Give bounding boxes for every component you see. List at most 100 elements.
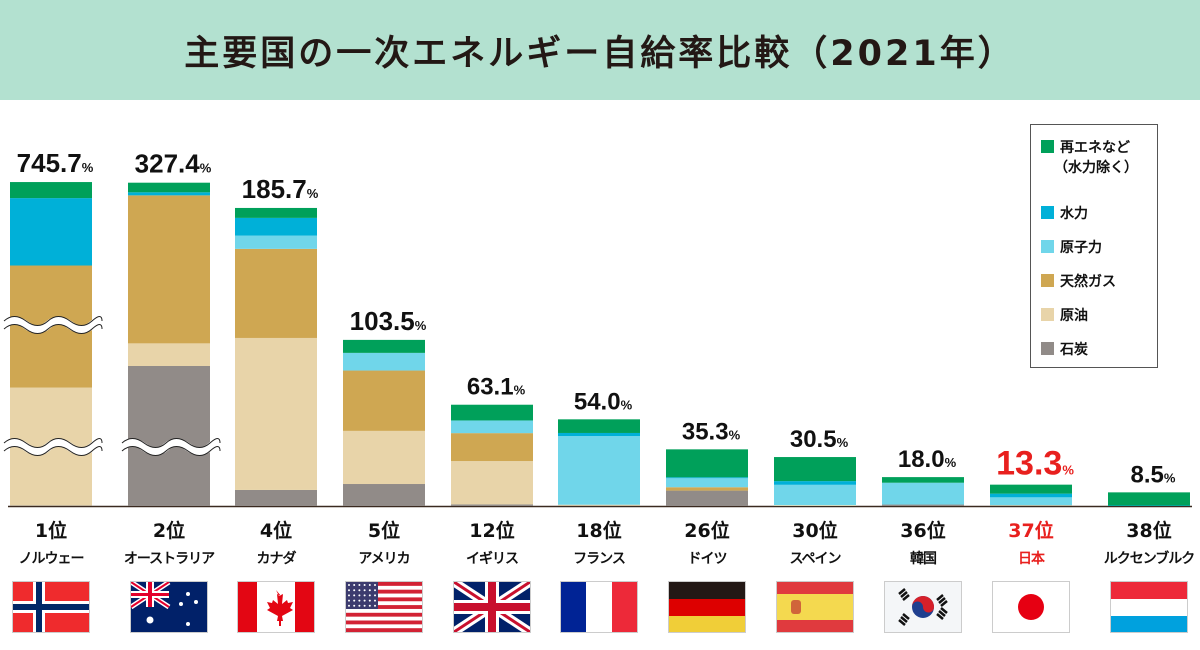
bar-segment-oil: [451, 461, 533, 505]
axis-break-line: [3, 324, 103, 334]
flag-korea-icon: [885, 582, 961, 632]
value-number: 63.1: [467, 374, 514, 401]
bar-segment-renewables: [882, 477, 964, 483]
bar-segment-renewables: [774, 457, 856, 482]
rank-label: 26位: [684, 520, 730, 542]
flag-luxembourg-icon: [1111, 582, 1187, 632]
legend-label-text: 石炭: [1060, 342, 1088, 358]
value-unit: %: [415, 318, 427, 333]
bar-segment-hydro: [990, 493, 1072, 498]
bar-segment-oil: [343, 430, 425, 485]
country-name: アメリカ: [358, 551, 410, 567]
value-label: 30.5%: [790, 426, 849, 453]
value-number: 185.7: [242, 174, 307, 204]
bar-segment-nuclear: [343, 352, 425, 371]
value-number: 13.3: [996, 445, 1062, 483]
bar-segment-coal: [451, 504, 533, 506]
legend-swatch: [1041, 240, 1054, 253]
country-name: オーストラリア: [123, 551, 215, 567]
axis-break-mark: [1, 316, 106, 334]
bar-segment-renewables: [990, 484, 1072, 494]
bar-segment-gas: [235, 248, 317, 338]
country-name: ドイツ: [687, 551, 728, 567]
bar-segment-nuclear: [451, 420, 533, 434]
country-name: 韓国: [910, 551, 937, 567]
axis-break-mark: [119, 438, 224, 456]
flag-spain-icon: [777, 582, 853, 632]
flag-germany-icon: [669, 582, 745, 632]
flag-usa-icon: [346, 582, 422, 632]
legend-label: 天然ガス: [1060, 271, 1116, 291]
bar-segment-hydro: [235, 217, 317, 236]
country-name: ノルウェー: [18, 551, 85, 567]
value-unit: %: [1164, 470, 1176, 485]
rank-label: 2位: [152, 520, 186, 542]
bar-segment-gas: [128, 195, 210, 344]
bar-segment-hydro: [666, 477, 748, 479]
legend-swatch: [1041, 342, 1054, 355]
bar-segment-hydro: [774, 481, 856, 485]
bar-segment-renewables: [10, 182, 92, 199]
value-unit: %: [621, 397, 633, 412]
value-label: 103.5%: [350, 306, 427, 336]
value-unit: %: [82, 160, 94, 175]
bar-segment-hydro: [558, 432, 640, 437]
flag-australia-icon: [131, 582, 207, 632]
flag-japan-icon: [993, 582, 1069, 632]
bar-segment-nuclear: [235, 235, 317, 249]
legend-swatch: [1041, 308, 1054, 321]
value-label: 327.4%: [135, 149, 212, 179]
bar-segment-renewables: [128, 182, 210, 193]
value-unit: %: [729, 427, 741, 442]
legend-swatch: [1041, 206, 1054, 219]
rank-label: 37位: [1008, 520, 1054, 542]
legend-item-gas: 天然ガス: [1041, 271, 1116, 291]
value-number: 18.0: [898, 446, 945, 473]
bar-segment-hydro: [128, 192, 210, 196]
country-name: イギリス: [466, 551, 519, 567]
bar-segment-renewables: [1108, 492, 1190, 506]
title-bar: 主要国の一次エネルギー自給率比較（2021年）: [0, 0, 1200, 100]
value-label: 13.3%: [996, 445, 1074, 483]
legend-label-text: 天然ガス: [1060, 274, 1116, 290]
bar-segment-nuclear: [666, 478, 748, 488]
axis-break-line: [3, 316, 103, 326]
bar-segment-nuclear: [990, 497, 1072, 506]
bar-segment-nuclear: [882, 482, 964, 505]
value-number: 745.7: [17, 148, 82, 178]
axis-break-line: [121, 446, 221, 456]
rank-label: 18位: [576, 520, 622, 542]
value-unit: %: [837, 435, 849, 450]
legend-label: 原油: [1060, 305, 1088, 325]
country-name: スペイン: [789, 551, 841, 567]
bar-segment-gas: [666, 487, 748, 491]
bar-segment-oil: [774, 505, 856, 506]
legend-label-note: （水力除く）: [1054, 160, 1138, 176]
legend-item-renewables: 再エネなど （水力除く）: [1041, 137, 1138, 177]
country-name: 日本: [1018, 551, 1045, 567]
bar-segment-coal: [128, 366, 210, 506]
legend-label: 再エネなど （水力除く）: [1054, 137, 1138, 177]
axis-break-line: [3, 438, 103, 448]
value-label: 63.1%: [467, 374, 526, 401]
bar-segment-gas: [451, 433, 533, 462]
bar-segment-coal: [882, 504, 964, 506]
legend-label-text: 再エネなど: [1060, 140, 1130, 156]
flag-norway-icon: [13, 582, 89, 632]
bar-segment-nuclear: [558, 436, 640, 505]
legend: 再エネなど （水力除く） 水力 原子力 天然ガス 原油 石炭: [1030, 124, 1158, 368]
value-label: 54.0%: [574, 388, 633, 415]
legend-item-coal: 石炭: [1041, 339, 1088, 359]
value-unit: %: [200, 161, 212, 176]
legend-swatch: [1041, 274, 1054, 287]
axis-break-line: [121, 438, 221, 448]
bar-segment-coal: [235, 489, 317, 506]
value-number: 8.5: [1131, 461, 1164, 488]
value-number: 103.5: [350, 306, 415, 336]
axis-break-mark: [1, 438, 106, 456]
value-label: 18.0%: [898, 446, 957, 473]
legend-label-text: 原子力: [1060, 240, 1102, 256]
bar-segment-nuclear: [774, 484, 856, 506]
chart-title: 主要国の一次エネルギー自給率比較（2021年）: [184, 33, 1016, 74]
bar-segment-hydro: [10, 198, 92, 266]
